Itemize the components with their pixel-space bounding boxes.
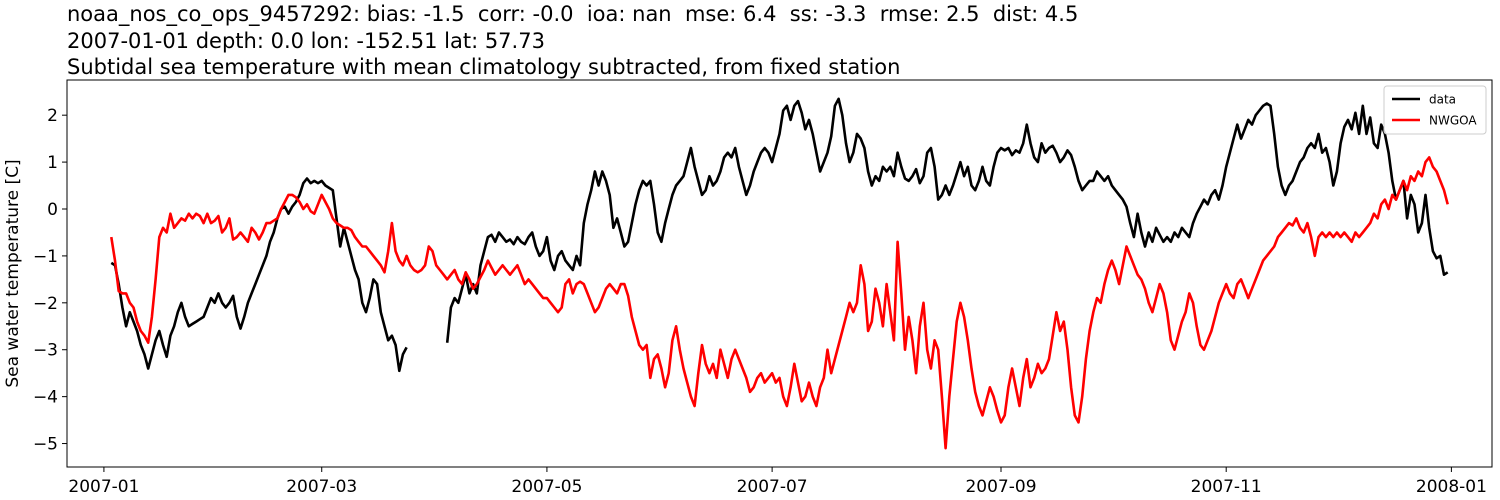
x-axis: 2007-01 2007-03 2007-05 2007-07 2007-09 2007-… — [68, 467, 1487, 497]
y-tick-label: −3 — [33, 341, 58, 361]
chart-title-line-1: noaa_nos_co_ops_9457292: bias: -1.5 corr… — [67, 2, 1079, 26]
y-tick-label: −2 — [33, 294, 58, 314]
series-line-data — [110, 177, 408, 373]
series-layer — [110, 97, 1449, 450]
x-tick-label: 2007-11 — [1191, 477, 1262, 497]
series-line-data — [445, 97, 1449, 343]
x-tick-label: 2007-09 — [965, 477, 1036, 497]
y-axis: 2 1 0 −1 −2 −3 −4 −5 — [33, 106, 67, 455]
legend-label-nwgoa: NWGOA — [1429, 114, 1477, 128]
x-tick-label: 2007-05 — [511, 477, 582, 497]
y-tick-label: −5 — [33, 435, 58, 455]
x-tick-label: 2008-01 — [1416, 477, 1487, 497]
y-axis-label: Sea water temperature [C] — [3, 159, 23, 387]
y-tick-label: 1 — [47, 153, 58, 173]
y-tick-label: 2 — [47, 106, 58, 126]
x-tick-label: 2007-07 — [737, 477, 808, 497]
plot-frame — [66, 79, 1493, 468]
y-tick-label: −4 — [33, 388, 58, 408]
chart-title-line-2: 2007-01-01 depth: 0.0 lon: -152.51 lat: … — [67, 29, 545, 53]
y-tick-label: −1 — [33, 247, 58, 267]
x-tick-label: 2007-01 — [68, 477, 139, 497]
legend: data NWGOA — [1383, 85, 1487, 135]
x-tick-label: 2007-03 — [286, 477, 357, 497]
series-line-nwgoa — [110, 156, 1449, 450]
legend-label-data: data — [1429, 93, 1456, 107]
chart-title-line-3: Subtidal sea temperature with mean clima… — [67, 55, 901, 79]
y-tick-label: 0 — [47, 200, 58, 220]
